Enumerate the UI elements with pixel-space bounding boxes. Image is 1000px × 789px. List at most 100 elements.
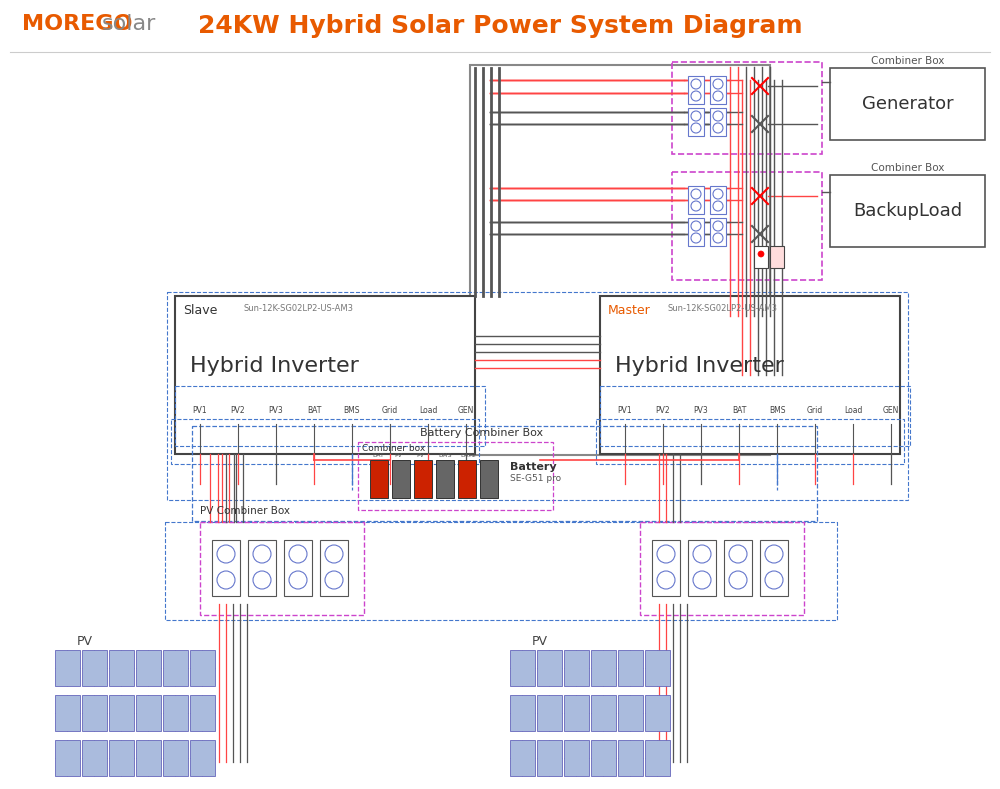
Text: Generator: Generator	[862, 95, 953, 113]
Bar	[510, 740, 535, 776]
Bar	[710, 218, 726, 246]
Text: PV3: PV3	[269, 406, 283, 415]
Bar	[136, 740, 161, 776]
Bar	[248, 540, 276, 596]
Bar	[652, 540, 680, 596]
Bar	[136, 650, 161, 686]
Circle shape	[765, 571, 783, 589]
Bar	[212, 540, 240, 596]
Bar	[688, 540, 716, 596]
Circle shape	[289, 571, 307, 589]
Bar	[163, 695, 188, 731]
Circle shape	[691, 189, 701, 199]
Bar	[136, 695, 161, 731]
Circle shape	[253, 571, 271, 589]
Bar	[190, 740, 215, 776]
Text: Battery Combiner Box: Battery Combiner Box	[420, 428, 543, 438]
Bar	[171, 419, 479, 464]
Text: PV3: PV3	[694, 406, 708, 415]
Bar	[672, 172, 822, 280]
Bar	[436, 460, 454, 498]
Bar	[109, 650, 134, 686]
Bar	[830, 68, 985, 140]
Text: Hybrid Inverter: Hybrid Inverter	[615, 356, 784, 376]
Bar	[688, 218, 704, 246]
Bar	[510, 695, 535, 731]
Circle shape	[765, 545, 783, 563]
Bar	[190, 695, 215, 731]
Bar	[470, 65, 770, 455]
Bar	[724, 540, 752, 596]
Bar	[591, 695, 616, 731]
Bar	[320, 540, 348, 596]
Circle shape	[289, 545, 307, 563]
Bar	[564, 695, 589, 731]
Text: PV1: PV1	[618, 406, 632, 415]
Bar	[760, 540, 788, 596]
Circle shape	[713, 189, 723, 199]
Text: BAT: BAT	[732, 406, 746, 415]
Bar	[710, 186, 726, 214]
Bar	[392, 460, 410, 498]
Circle shape	[693, 545, 711, 563]
Text: Sun-12K-SG02LP2-US-AM3: Sun-12K-SG02LP2-US-AM3	[243, 304, 353, 313]
Text: Combiner Box: Combiner Box	[871, 56, 944, 66]
Circle shape	[325, 545, 343, 563]
Text: BMS: BMS	[438, 453, 452, 458]
Circle shape	[691, 221, 701, 231]
Text: BAT2: BAT2	[460, 453, 476, 458]
Bar	[688, 186, 704, 214]
Bar	[55, 650, 80, 686]
Bar	[163, 740, 188, 776]
Bar	[458, 460, 476, 498]
Text: solar: solar	[102, 14, 156, 34]
Bar	[175, 386, 485, 446]
Text: BAT: BAT	[307, 406, 321, 415]
Text: GEN: GEN	[883, 406, 899, 415]
Text: PV: PV	[394, 453, 402, 458]
Bar	[672, 62, 822, 154]
Bar	[591, 740, 616, 776]
Circle shape	[691, 201, 701, 211]
Circle shape	[713, 221, 723, 231]
Text: SE-G51 pro: SE-G51 pro	[510, 474, 561, 483]
Text: Hybrid Inverter: Hybrid Inverter	[190, 356, 359, 376]
Text: BAT: BAT	[372, 453, 384, 458]
Circle shape	[758, 251, 764, 257]
Circle shape	[325, 571, 343, 589]
Text: BMS: BMS	[769, 406, 785, 415]
Bar	[688, 76, 704, 104]
Text: BackupLoad: BackupLoad	[853, 202, 962, 220]
Bar	[618, 740, 643, 776]
Bar	[596, 419, 904, 464]
Text: 24KW Hybrid Solar Power System Diagram: 24KW Hybrid Solar Power System Diagram	[198, 14, 802, 38]
Bar	[600, 386, 910, 446]
Circle shape	[657, 571, 675, 589]
Bar	[537, 650, 562, 686]
Text: Battery: Battery	[510, 462, 557, 472]
Bar	[645, 650, 670, 686]
Bar	[688, 108, 704, 136]
Bar	[510, 650, 535, 686]
Bar	[770, 246, 784, 268]
Bar	[618, 650, 643, 686]
Bar	[167, 292, 908, 500]
Text: PV: PV	[416, 453, 424, 458]
Bar	[55, 740, 80, 776]
Bar	[754, 246, 768, 268]
Text: Sun-12K-SG02LP2-US-AM3: Sun-12K-SG02LP2-US-AM3	[668, 304, 778, 313]
Bar	[645, 740, 670, 776]
Bar	[200, 522, 364, 615]
Bar	[358, 442, 553, 510]
Circle shape	[713, 123, 723, 133]
Bar	[190, 650, 215, 686]
Text: Grid: Grid	[382, 406, 398, 415]
Circle shape	[217, 571, 235, 589]
Circle shape	[691, 123, 701, 133]
Bar	[830, 175, 985, 247]
Text: MOREGO: MOREGO	[22, 14, 132, 34]
Circle shape	[691, 233, 701, 243]
Bar	[109, 695, 134, 731]
Bar	[175, 296, 475, 454]
Bar	[537, 740, 562, 776]
